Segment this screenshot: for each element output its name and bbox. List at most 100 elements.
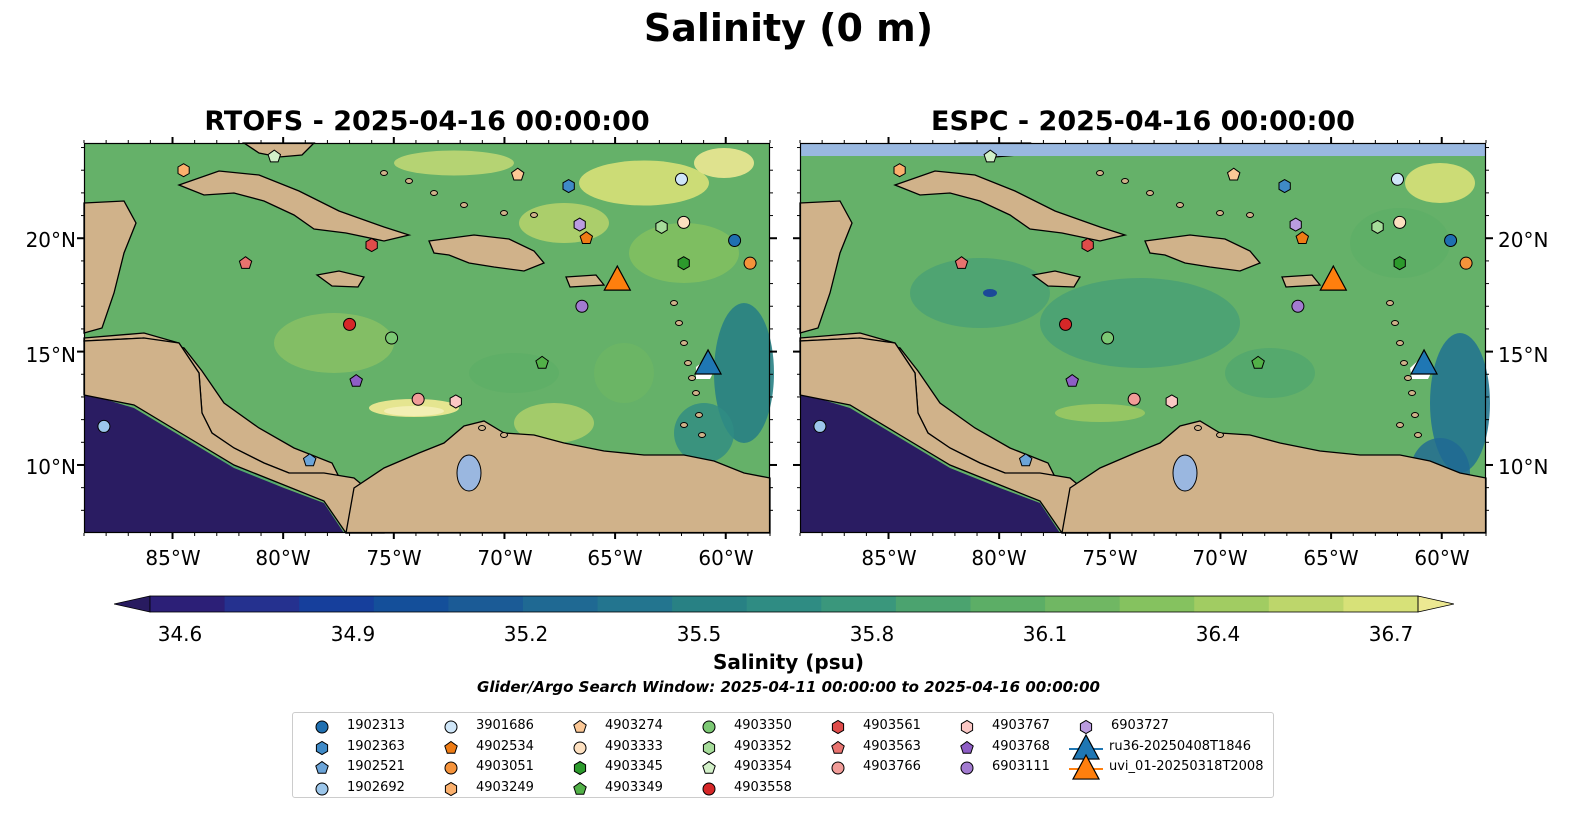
legend-float-marker — [831, 719, 845, 735]
legend-marker-1902521 — [315, 760, 329, 774]
small-island — [1246, 212, 1254, 218]
small-island — [695, 412, 703, 418]
float-marker-4903249 — [893, 163, 906, 178]
float-marker-1902521 — [302, 453, 317, 467]
colorbar-tick-2: 35.2 — [503, 622, 549, 646]
legend-label: 1902692 — [347, 780, 405, 795]
small-island — [1391, 320, 1399, 326]
float-marker-4903766 — [1127, 392, 1141, 406]
small-island — [405, 178, 413, 184]
legend-marker-4903352 — [702, 740, 716, 756]
legend-marker-4903333 — [573, 741, 587, 755]
float-marker-4903051 — [743, 256, 757, 270]
small-island — [1396, 340, 1404, 346]
float-marker-4903345 — [677, 256, 690, 271]
small-island — [1408, 390, 1416, 396]
small-island — [478, 425, 486, 431]
small-island — [460, 202, 468, 208]
float-marker-4903051 — [1459, 256, 1473, 270]
small-island — [1216, 210, 1224, 216]
legend-float-marker — [444, 781, 458, 797]
float-marker-6903111 — [575, 299, 589, 313]
float-marker-1902363 — [1278, 179, 1291, 194]
legend-label: 4903352 — [734, 739, 792, 754]
legend-float-marker — [702, 760, 716, 774]
legend-label: 4903766 — [863, 759, 921, 774]
glider-marker-uvi_01-20250318T2008 — [1319, 264, 1348, 291]
float-marker-4903767 — [1165, 394, 1178, 409]
legend-label: 6903111 — [992, 759, 1050, 774]
legend-float-marker — [960, 740, 974, 754]
colorbar-segment — [895, 596, 971, 612]
small-island — [684, 360, 692, 366]
legend-float-marker — [444, 761, 458, 775]
lon-label-60w-rtofs: 60°W — [698, 546, 754, 570]
lon-label-70w-rtofs: 70°W — [477, 546, 533, 570]
hispaniola — [1144, 234, 1262, 272]
colorbar-segment — [299, 596, 375, 612]
salinity-patch — [519, 203, 609, 243]
legend-marker-4903350 — [702, 720, 716, 734]
map-frame — [799, 142, 1487, 534]
lon-label-70w-espc: 70°W — [1192, 546, 1248, 570]
legend-float-marker — [444, 720, 458, 734]
legend-float-marker — [315, 740, 329, 756]
cuba — [893, 170, 1128, 242]
legend-marker-3901686 — [444, 720, 458, 734]
colorbar-segment — [1194, 596, 1270, 612]
cuba — [177, 170, 412, 242]
espc-salinity-map — [793, 137, 1493, 539]
colorbar-segment — [821, 596, 897, 612]
puerto-rico — [1281, 274, 1322, 288]
small-island — [1096, 170, 1104, 176]
legend-label: uvi_01-20250318T2008 — [1109, 759, 1264, 774]
legend-marker-4903249 — [444, 781, 458, 797]
rtofs-panel-title: RTOFS - 2025-04-16 00:00:00 — [204, 106, 650, 137]
float-marker-4903352 — [1371, 219, 1384, 234]
missing-data-band — [800, 143, 1486, 156]
glider-marker-ru36-20250408T1846 — [1410, 348, 1439, 375]
legend-label: 4903051 — [476, 759, 534, 774]
legend-label: 4903561 — [863, 718, 921, 733]
float-marker-4902534 — [1295, 231, 1310, 244]
legend-marker-4903051 — [444, 761, 458, 775]
legend-label: 1902363 — [347, 739, 405, 754]
jamaica — [315, 270, 366, 288]
salinity-patch — [579, 160, 709, 206]
salinity-patch — [694, 148, 754, 178]
legend-label: ru36-20250408T1846 — [1109, 739, 1252, 754]
legend-marker-4903561 — [831, 719, 845, 735]
float-marker-4903350 — [1101, 331, 1115, 345]
salinity-patch — [1225, 348, 1315, 398]
legend-label: 3901686 — [476, 718, 534, 733]
colorbar-tick-3: 35.5 — [676, 622, 722, 646]
legend-marker-4902534 — [444, 740, 458, 754]
float-marker-4903274 — [1226, 167, 1241, 181]
float-marker-1902692 — [813, 419, 827, 433]
legend-float-marker — [315, 720, 329, 734]
colorbar-tick-0: 34.6 — [157, 622, 203, 646]
small-island — [680, 340, 688, 346]
lat-label-15n-right: 15°N — [1498, 343, 1549, 367]
central-america-2 — [83, 337, 385, 534]
legend-float-marker — [573, 781, 587, 795]
legend-marker-4903767 — [960, 719, 974, 735]
salinity-patch — [629, 223, 739, 283]
legend-label: 4903767 — [992, 718, 1050, 733]
lon-label-80w-espc: 80°W — [971, 546, 1027, 570]
colorbar-tick-1: 34.9 — [330, 622, 376, 646]
legend-label: 4903345 — [605, 759, 663, 774]
legend-label: 4903354 — [734, 759, 792, 774]
float-marker-4902534 — [579, 231, 594, 244]
espc-panel-title: ESPC - 2025-04-16 00:00:00 — [931, 106, 1355, 137]
float-marker-4903767 — [449, 394, 462, 409]
float-marker-4903561 — [365, 237, 378, 253]
lat-label-20n-right: 20°N — [1498, 228, 1549, 252]
colorbar-segment — [970, 596, 1046, 612]
lon-label-65w-rtofs: 65°W — [587, 546, 643, 570]
small-island — [1121, 178, 1129, 184]
legend-float-marker — [444, 740, 458, 754]
small-island — [1386, 300, 1394, 306]
legend-float-marker — [831, 761, 845, 775]
float-marker-4903768 — [349, 373, 363, 387]
